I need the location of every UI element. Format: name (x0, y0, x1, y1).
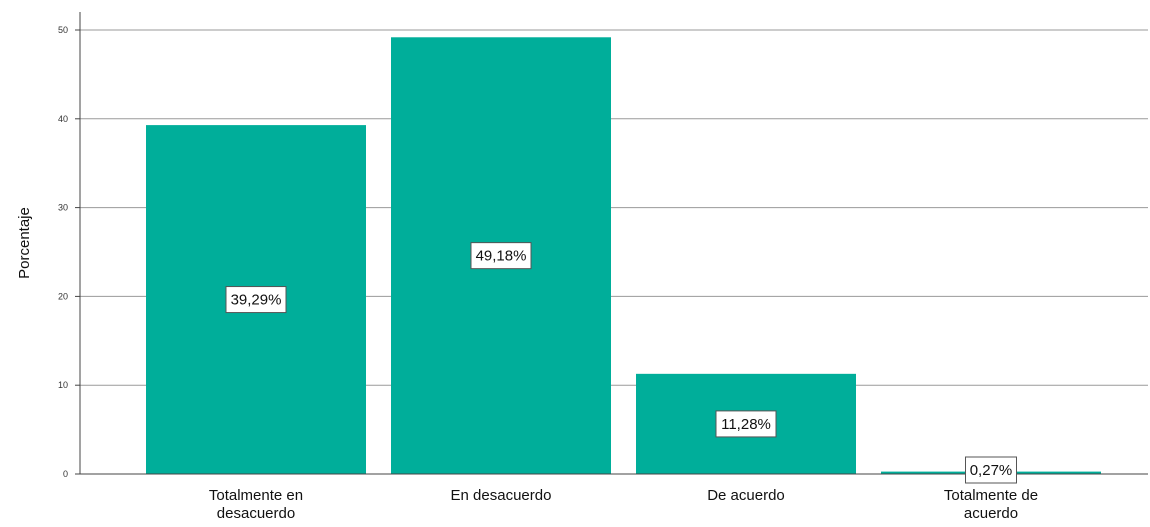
data-label-box (470, 242, 532, 270)
y-tick-label: 30 (58, 203, 68, 213)
x-category-label: Totalmente en desacuerdo (209, 487, 303, 522)
data-label: 39,29% (231, 292, 282, 309)
x-category-label-line: Totalmente en (209, 487, 303, 504)
y-tick-label: 0 (63, 469, 68, 479)
y-axis-ticks: 0 10 20 30 40 50 (58, 25, 80, 479)
x-category-label-line: Totalmente de (944, 487, 1038, 504)
y-tick-label: 10 (58, 380, 68, 390)
data-label-box (225, 286, 287, 314)
bars (146, 37, 1101, 474)
y-axis-title: Porcentaje (16, 207, 33, 279)
x-category-label-line: desacuerdo (217, 505, 295, 522)
data-label-box (715, 410, 777, 438)
x-category-label: De acuerdo (707, 487, 785, 504)
y-tick-label: 40 (58, 114, 68, 124)
data-labels: 39,29% 49,18% 11,28% 0,27% (225, 242, 1017, 484)
x-category-label: En desacuerdo (451, 487, 552, 504)
data-label: 0,27% (970, 462, 1013, 479)
x-axis-labels: Totalmente en desacuerdo En desacuerdo De a… (209, 487, 1038, 522)
y-tick-label: 50 (58, 25, 68, 35)
x-category-label: Totalmente de acuerdo (944, 487, 1038, 522)
x-category-label-line: acuerdo (964, 505, 1018, 522)
data-label: 49,18% (476, 248, 527, 265)
y-tick-label: 20 (58, 291, 68, 301)
data-label-box (965, 456, 1017, 484)
data-label: 11,28% (721, 416, 771, 433)
